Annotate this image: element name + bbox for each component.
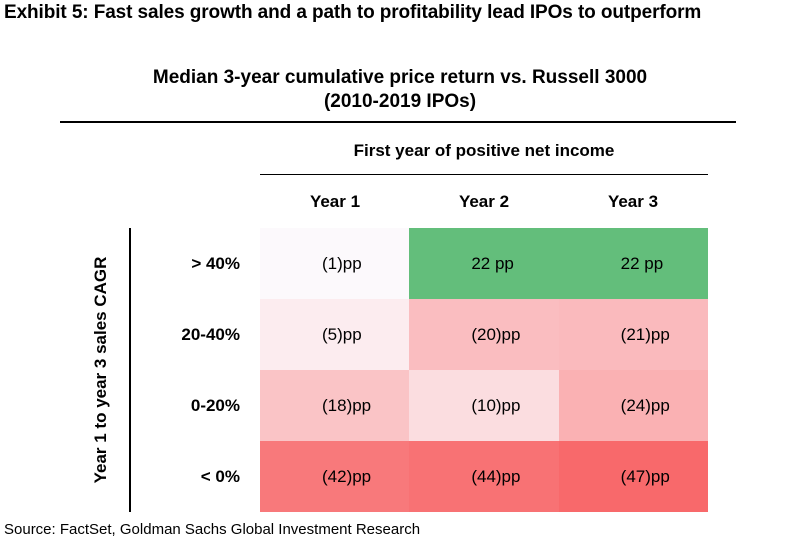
row-axis-line: [129, 228, 131, 512]
heatmap-cell-r1-c2: 22 pp: [409, 228, 559, 299]
column-header-year-1: Year 1: [309, 192, 361, 211]
row-header-20-40: 20-40%: [181, 325, 240, 344]
heatmap-cell-r1-c1: (1)pp: [260, 228, 410, 299]
heatmap-cell-r3-c3: (24)pp: [558, 370, 708, 441]
heatmap-cell-r3-c2: (10)pp: [409, 370, 559, 441]
column-group-label: First year of positive net income: [353, 141, 615, 160]
exhibit-title: Exhibit 5: Fast sales growth and a path …: [4, 2, 702, 23]
row-header-lt-0: < 0%: [200, 467, 240, 486]
row-axis-label: Year 1 to year 3 sales CAGR: [91, 256, 110, 484]
column-header-year-2: Year 2: [458, 192, 510, 211]
chart-title-main: Median 3-year cumulative price return vs…: [152, 67, 648, 88]
heatmap-grid: (1)pp 22 pp 22 pp (5)pp (20)pp (21)pp (18)pp (1…: [260, 228, 708, 512]
heatmap-cell-r3-c1: (18)pp: [260, 370, 410, 441]
row-header-0-20: 0-20%: [190, 396, 240, 415]
chart-subtitle: (2010-2019 IPOs): [323, 91, 477, 112]
heatmap-cell-r2-c2: (20)pp: [409, 299, 559, 370]
heatmap-cell-r4-c1: (42)pp: [260, 441, 410, 512]
title-rule: [60, 121, 736, 123]
chart-title: Median 3-year cumulative price return vs…: [60, 66, 740, 114]
row-header-gt-40: > 40%: [191, 254, 240, 273]
heatmap-cell-r2-c3: (21)pp: [558, 299, 708, 370]
column-header-year-3: Year 3: [607, 192, 659, 211]
heatmap-cell-r1-c3: 22 pp: [558, 228, 708, 299]
heatmap-cell-r2-c1: (5)pp: [260, 299, 410, 370]
source-note: Source: FactSet, Goldman Sachs Global In…: [4, 521, 421, 538]
heatmap-cell-r4-c2: (44)pp: [409, 441, 559, 512]
heatmap-cell-r4-c3: (47)pp: [558, 441, 708, 512]
column-group-rule: [260, 174, 708, 175]
